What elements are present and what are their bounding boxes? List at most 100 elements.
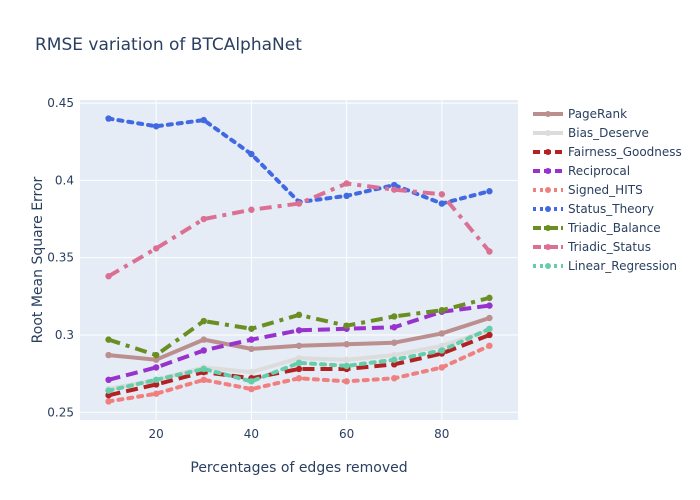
data-point bbox=[105, 351, 112, 359]
data-point bbox=[200, 336, 207, 343]
data-point bbox=[152, 245, 160, 252]
x-tick-label: 80 bbox=[434, 427, 449, 441]
legend-label: Signed_HITS bbox=[568, 183, 643, 197]
legend-label: Bias_Deserve bbox=[568, 126, 649, 140]
series-line-fairness-goodness bbox=[108, 333, 491, 398]
data-point bbox=[391, 375, 398, 382]
data-point bbox=[295, 311, 303, 319]
legend-label: Triadic_Status bbox=[567, 240, 651, 254]
data-point bbox=[486, 302, 493, 309]
data-point bbox=[438, 364, 446, 371]
legend-marker bbox=[545, 111, 551, 117]
data-point bbox=[248, 378, 255, 385]
data-point bbox=[486, 188, 493, 195]
data-point bbox=[295, 327, 303, 334]
series-triadic-status bbox=[105, 180, 493, 280]
series-triadic-balance bbox=[105, 294, 493, 359]
x-tick-label: 40 bbox=[244, 427, 259, 441]
legend-marker bbox=[545, 263, 551, 269]
data-point bbox=[486, 294, 493, 302]
data-point bbox=[200, 376, 207, 384]
data-point bbox=[438, 330, 446, 337]
legend-item-triadic-status[interactable]: Triadic_Status bbox=[533, 240, 651, 254]
y-tick-label: 0.25 bbox=[47, 405, 74, 419]
data-point bbox=[438, 200, 446, 207]
y-tick-label: 0.35 bbox=[47, 251, 74, 265]
y-tick-label: 0.4 bbox=[55, 173, 74, 187]
data-point bbox=[486, 248, 493, 255]
data-point bbox=[295, 354, 303, 362]
x-tick-label: 60 bbox=[339, 427, 354, 441]
legend: PageRank Bias_Deserve Fairness_Goodness Rec… bbox=[533, 107, 682, 273]
data-point bbox=[343, 356, 350, 363]
data-point bbox=[343, 322, 350, 329]
legend-item-pagerank[interactable]: PageRank bbox=[533, 107, 627, 121]
data-point bbox=[391, 351, 398, 359]
legend-label: Triadic_Balance bbox=[567, 221, 661, 235]
data-point bbox=[105, 387, 112, 394]
y-tick-label: 0.45 bbox=[47, 96, 74, 110]
data-point bbox=[105, 336, 112, 343]
legend-item-linear-regression[interactable]: Linear_Regression bbox=[533, 259, 677, 273]
data-point bbox=[248, 206, 255, 213]
series-line-reciprocal bbox=[108, 303, 490, 382]
data-point bbox=[152, 381, 160, 388]
legend-label: Linear_Regression bbox=[568, 259, 677, 273]
series-signed-hits bbox=[105, 342, 493, 405]
legend-item-triadic-balance[interactable]: Triadic_Balance bbox=[533, 221, 661, 235]
legend-marker bbox=[545, 187, 551, 193]
data-point bbox=[200, 116, 207, 124]
data-point bbox=[152, 390, 160, 397]
data-point bbox=[248, 385, 255, 393]
data-point bbox=[248, 345, 255, 353]
data-point bbox=[343, 378, 350, 385]
data-point bbox=[343, 180, 350, 187]
data-point bbox=[152, 376, 160, 384]
legend-marker bbox=[545, 149, 551, 155]
data-point bbox=[105, 273, 112, 280]
data-point bbox=[152, 356, 160, 363]
data-point bbox=[391, 356, 398, 363]
data-point bbox=[438, 342, 446, 349]
legend-marker bbox=[545, 225, 551, 231]
data-point bbox=[248, 336, 255, 343]
data-point bbox=[295, 200, 303, 207]
legend-label: Status_Theory bbox=[568, 202, 654, 216]
data-point bbox=[200, 347, 207, 354]
data-point bbox=[343, 362, 350, 370]
legend-marker bbox=[545, 206, 551, 212]
series-linear-regression bbox=[105, 325, 493, 394]
data-point bbox=[486, 314, 493, 322]
tick-labels: 20 40 60 80 0.25 0.3 0.35 0.4 0.45 bbox=[47, 96, 449, 441]
data-point bbox=[248, 325, 255, 332]
data-point bbox=[200, 317, 207, 325]
data-point bbox=[391, 181, 398, 189]
legend-marker bbox=[545, 168, 551, 174]
data-point bbox=[295, 365, 303, 373]
data-point bbox=[391, 361, 398, 368]
data-point bbox=[295, 375, 303, 382]
data-point bbox=[295, 342, 303, 349]
legend-marker bbox=[545, 244, 551, 250]
legend-item-fairness-goodness[interactable]: Fairness_Goodness bbox=[533, 145, 682, 159]
legend-item-signed-hits[interactable]: Signed_HITS bbox=[533, 183, 643, 197]
legend-item-reciprocal[interactable]: Reciprocal bbox=[533, 164, 630, 178]
data-point bbox=[105, 398, 112, 405]
y-tick-label: 0.3 bbox=[55, 328, 74, 342]
data-point bbox=[105, 376, 112, 384]
legend-item-status-theory[interactable]: Status_Theory bbox=[533, 202, 654, 216]
series-layer bbox=[105, 115, 493, 405]
data-point bbox=[391, 186, 398, 193]
y-axis-title: Root Mean Square Error bbox=[30, 176, 46, 343]
data-point bbox=[438, 191, 446, 198]
legend-label: Reciprocal bbox=[568, 164, 630, 178]
data-point bbox=[486, 342, 493, 349]
data-point bbox=[152, 364, 160, 371]
data-point bbox=[152, 123, 160, 130]
legend-item-bias-deserve[interactable]: Bias_Deserve bbox=[533, 126, 649, 140]
legend-marker bbox=[545, 130, 551, 136]
series-pagerank bbox=[105, 314, 493, 363]
legend-label: PageRank bbox=[568, 107, 627, 121]
data-point bbox=[152, 351, 160, 359]
